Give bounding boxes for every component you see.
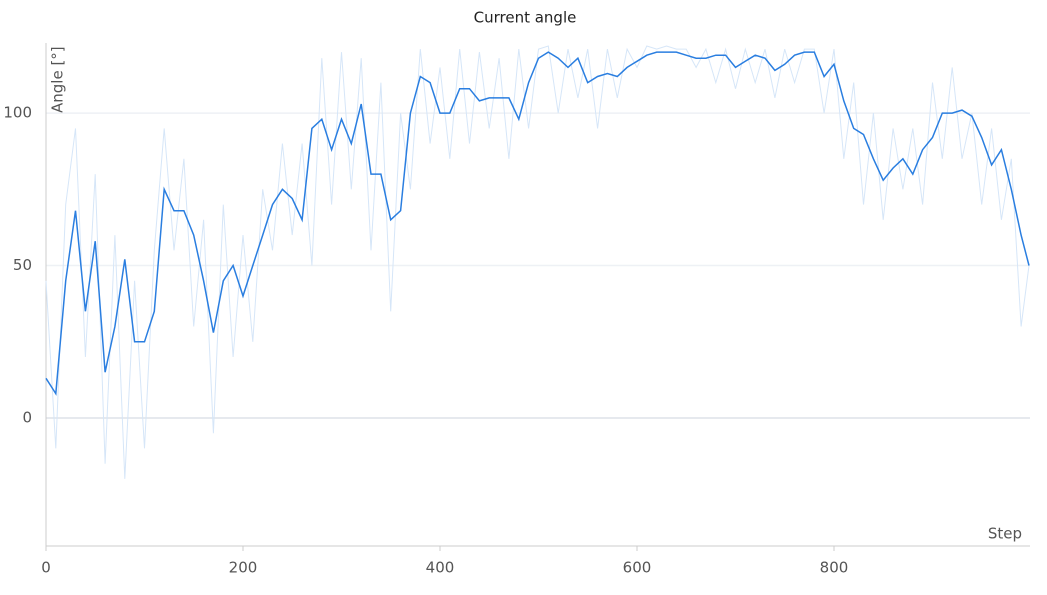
series-line: [45, 51, 1030, 396]
x-axis-label: Step: [988, 525, 1022, 543]
y-tick-label: 0: [22, 408, 32, 426]
series-line: [45, 45, 1030, 479]
y-tick-label: 50: [13, 256, 32, 274]
chart-title: Current angle: [474, 9, 577, 27]
x-tick-label: 600: [623, 559, 652, 577]
x-tick-label: 0: [41, 559, 51, 577]
x-tick-label: 200: [229, 559, 258, 577]
y-tick-label: 100: [3, 104, 32, 122]
x-tick-label: 800: [820, 559, 849, 577]
x-tick-label: 400: [426, 559, 455, 577]
y-axis-label: Angle [°]: [49, 46, 67, 113]
